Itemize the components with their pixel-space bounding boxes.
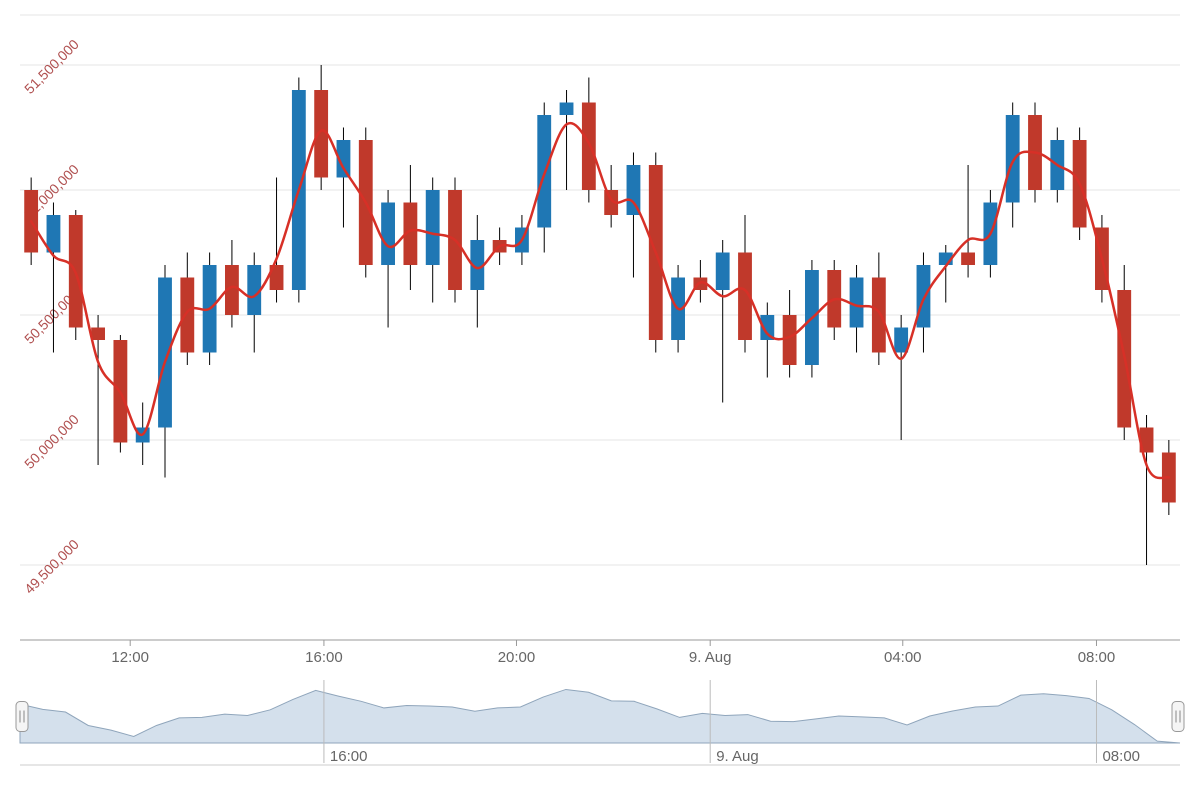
navigator-handle[interactable] xyxy=(16,702,28,732)
x-axis-label: 9. Aug xyxy=(689,649,732,666)
candle-body xyxy=(716,253,730,291)
candle-body xyxy=(783,315,797,365)
navigator-area[interactable] xyxy=(20,689,1180,743)
candle-body xyxy=(1006,115,1020,203)
candle-body xyxy=(627,165,641,215)
candle-body xyxy=(426,190,440,265)
candle-body xyxy=(917,265,931,328)
candle-body xyxy=(560,103,574,116)
navigator-x-label: 9. Aug xyxy=(716,748,759,765)
candle-body xyxy=(180,278,194,353)
navigator-handle[interactable] xyxy=(1172,702,1184,732)
candlestick-chart: 49,500,00050,000,00050,500,00051,000,000… xyxy=(0,0,1200,800)
candle-body xyxy=(872,278,886,353)
x-axis-label: 16:00 xyxy=(305,649,343,666)
y-axis-label: 49,500,000 xyxy=(21,536,82,597)
candle-body xyxy=(961,253,975,266)
y-axis-label: 51,500,000 xyxy=(21,36,82,97)
candle-body xyxy=(381,203,395,266)
x-axis-label: 04:00 xyxy=(884,649,922,666)
x-axis-label: 08:00 xyxy=(1078,649,1116,666)
x-axis-label: 20:00 xyxy=(498,649,536,666)
x-axis-label: 12:00 xyxy=(111,649,149,666)
trend-line xyxy=(31,123,1169,478)
chart-svg: 49,500,00050,000,00050,500,00051,000,000… xyxy=(0,0,1200,800)
navigator-x-label: 16:00 xyxy=(330,748,368,765)
candle-body xyxy=(47,215,61,253)
y-axis-label: 50,000,000 xyxy=(21,411,82,472)
candle-body xyxy=(91,328,105,341)
navigator-x-label: 08:00 xyxy=(1102,748,1140,765)
candle-body xyxy=(582,103,596,191)
candle-body xyxy=(158,278,172,428)
